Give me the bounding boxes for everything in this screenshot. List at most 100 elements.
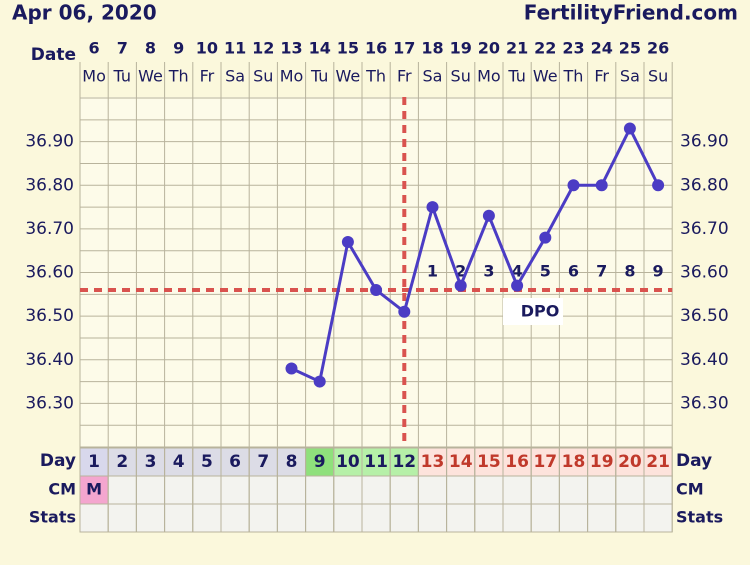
y-tick-label: 36.40 <box>25 350 74 370</box>
cycle-day: 14 <box>449 452 473 472</box>
stats-cell <box>220 503 250 533</box>
weekday-label: Tu <box>507 67 525 86</box>
cm-cell <box>502 475 532 505</box>
day-cell <box>361 447 391 477</box>
stats-cell <box>361 503 391 533</box>
date-label: 12 <box>252 39 274 58</box>
cm-cell <box>107 475 137 505</box>
cm-cell <box>135 475 166 505</box>
cm-cell <box>587 475 617 505</box>
dpo-number: 4 <box>512 262 523 281</box>
stats-cell <box>643 503 673 533</box>
dpo-number: 8 <box>624 262 635 281</box>
dpo-number: 3 <box>483 262 494 281</box>
date-label: 8 <box>145 39 156 58</box>
day-cell <box>192 447 222 477</box>
y-tick-label-right: 36.70 <box>680 219 729 239</box>
dpo-number: 5 <box>540 262 551 281</box>
stats-cell <box>446 503 476 533</box>
cycle-day: 4 <box>173 452 185 472</box>
cm-label-right: CM <box>676 480 704 499</box>
temperature-point <box>595 179 608 192</box>
temperature-point <box>567 179 580 192</box>
cycle-day: 2 <box>116 452 128 472</box>
cycle-day: 5 <box>201 452 213 472</box>
cycle-day: 15 <box>477 452 501 472</box>
weekday-label: We <box>533 67 558 86</box>
cm-cell <box>474 475 504 505</box>
stats-cell <box>615 503 645 533</box>
stats-label-right: Stats <box>676 508 723 527</box>
cm-cell <box>643 475 673 505</box>
cycle-day: 13 <box>421 452 445 472</box>
date-label: Date <box>31 45 76 65</box>
y-tick-label: 36.80 <box>25 175 74 195</box>
cm-label: CM <box>48 480 76 499</box>
date-label: 24 <box>591 39 613 58</box>
dpo-number: 2 <box>455 262 466 281</box>
date-label: 14 <box>309 39 331 58</box>
day-cell <box>615 447 645 477</box>
weekday-label: Mo <box>82 67 106 86</box>
cycle-day: 1 <box>88 452 100 472</box>
temperature-point <box>623 122 636 135</box>
cm-cell <box>333 475 363 505</box>
weekday-label: Su <box>648 67 668 86</box>
cm-value: M <box>86 480 102 499</box>
y-tick-label-right: 36.40 <box>680 350 729 370</box>
weekday-label: Sa <box>620 67 640 86</box>
weekday-label: Mo <box>477 67 501 86</box>
stats-cell <box>502 503 532 533</box>
cm-cell <box>530 475 560 505</box>
stats-cell <box>333 503 363 533</box>
date-label: 23 <box>562 39 584 58</box>
temperature-point <box>313 375 326 388</box>
cm-cell <box>615 475 645 505</box>
cycle-day: 9 <box>314 452 326 472</box>
cm-cell <box>389 475 419 505</box>
dpo-number: 1 <box>427 262 438 281</box>
y-tick-label-right: 36.90 <box>680 132 729 152</box>
stats-cell <box>276 503 307 533</box>
weekday-label: Fr <box>200 67 215 86</box>
date-label: 17 <box>393 39 415 58</box>
temperature-point <box>370 283 383 296</box>
date-label: 9 <box>173 39 184 58</box>
cm-cell <box>361 475 391 505</box>
stats-label: Stats <box>29 508 76 527</box>
cycle-day: 12 <box>392 452 416 472</box>
date-label: 26 <box>647 39 669 58</box>
weekday-label: Tu <box>310 67 328 86</box>
weekday-label: Fr <box>397 67 412 86</box>
y-tick-label: 36.50 <box>25 306 74 326</box>
day-cell <box>530 447 560 477</box>
stats-cell <box>305 503 335 533</box>
stats-cell <box>107 503 137 533</box>
stats-cell <box>79 503 109 533</box>
chart-title: Apr 06, 2020 <box>12 1 157 25</box>
cycle-day: 8 <box>286 452 298 472</box>
day-label: Day <box>40 451 76 471</box>
date-label: 11 <box>224 39 246 58</box>
date-label: 10 <box>196 39 218 58</box>
temperature-point <box>511 279 524 292</box>
temperature-point <box>398 305 411 318</box>
temperature-point <box>426 201 439 214</box>
cycle-day: 3 <box>145 452 157 472</box>
weekday-label: We <box>336 67 361 86</box>
stats-cell <box>587 503 617 533</box>
cm-cell <box>446 475 476 505</box>
dpo-label: DPO <box>521 302 560 321</box>
day-cell <box>135 447 166 477</box>
cm-cell <box>417 475 448 505</box>
y-tick-label-right: 36.60 <box>680 263 729 283</box>
weekday-label: Th <box>365 67 386 86</box>
day-label-right: Day <box>676 451 712 471</box>
y-tick-label-right: 36.30 <box>680 393 729 413</box>
day-cell <box>446 447 476 477</box>
weekday-label: Su <box>451 67 471 86</box>
dpo-number: 6 <box>568 262 579 281</box>
weekday-label: Su <box>253 67 273 86</box>
y-tick-label: 36.30 <box>25 393 74 413</box>
